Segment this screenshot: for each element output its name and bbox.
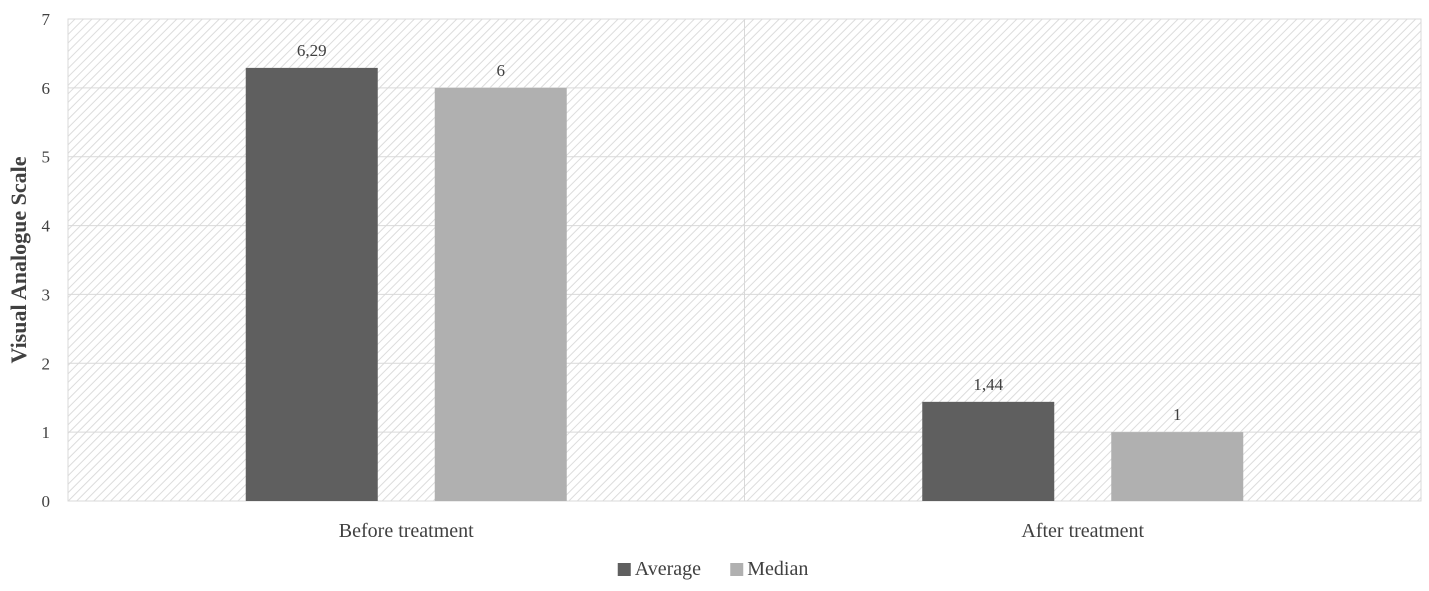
data-label: 6 <box>497 61 506 80</box>
bar-median <box>434 87 567 501</box>
data-label: 6,29 <box>297 41 327 60</box>
x-category-label: After treatment <box>1021 520 1144 542</box>
legend-label: Average <box>635 558 701 580</box>
legend-swatch-median <box>730 563 744 576</box>
data-label: 1 <box>1173 405 1182 424</box>
y-tick-label: 7 <box>42 10 51 29</box>
y-tick-label: 4 <box>42 217 51 236</box>
y-tick-label: 6 <box>42 79 51 98</box>
y-tick-label: 3 <box>42 285 51 304</box>
bar-median <box>1111 432 1244 501</box>
bar-average <box>245 67 378 501</box>
x-category-label: Before treatment <box>339 520 474 542</box>
y-tick-label: 2 <box>42 354 51 373</box>
legend-label: Median <box>747 558 808 580</box>
legend-swatch-average <box>617 563 631 576</box>
data-label: 1,44 <box>973 375 1003 394</box>
y-tick-label: 5 <box>42 148 51 167</box>
y-axis-title: Visual Analogue Scale <box>6 156 31 363</box>
bar-average <box>922 401 1055 501</box>
legend: Average Median <box>617 558 808 580</box>
y-tick-label: 1 <box>42 423 51 442</box>
y-tick-label: 0 <box>42 492 51 511</box>
